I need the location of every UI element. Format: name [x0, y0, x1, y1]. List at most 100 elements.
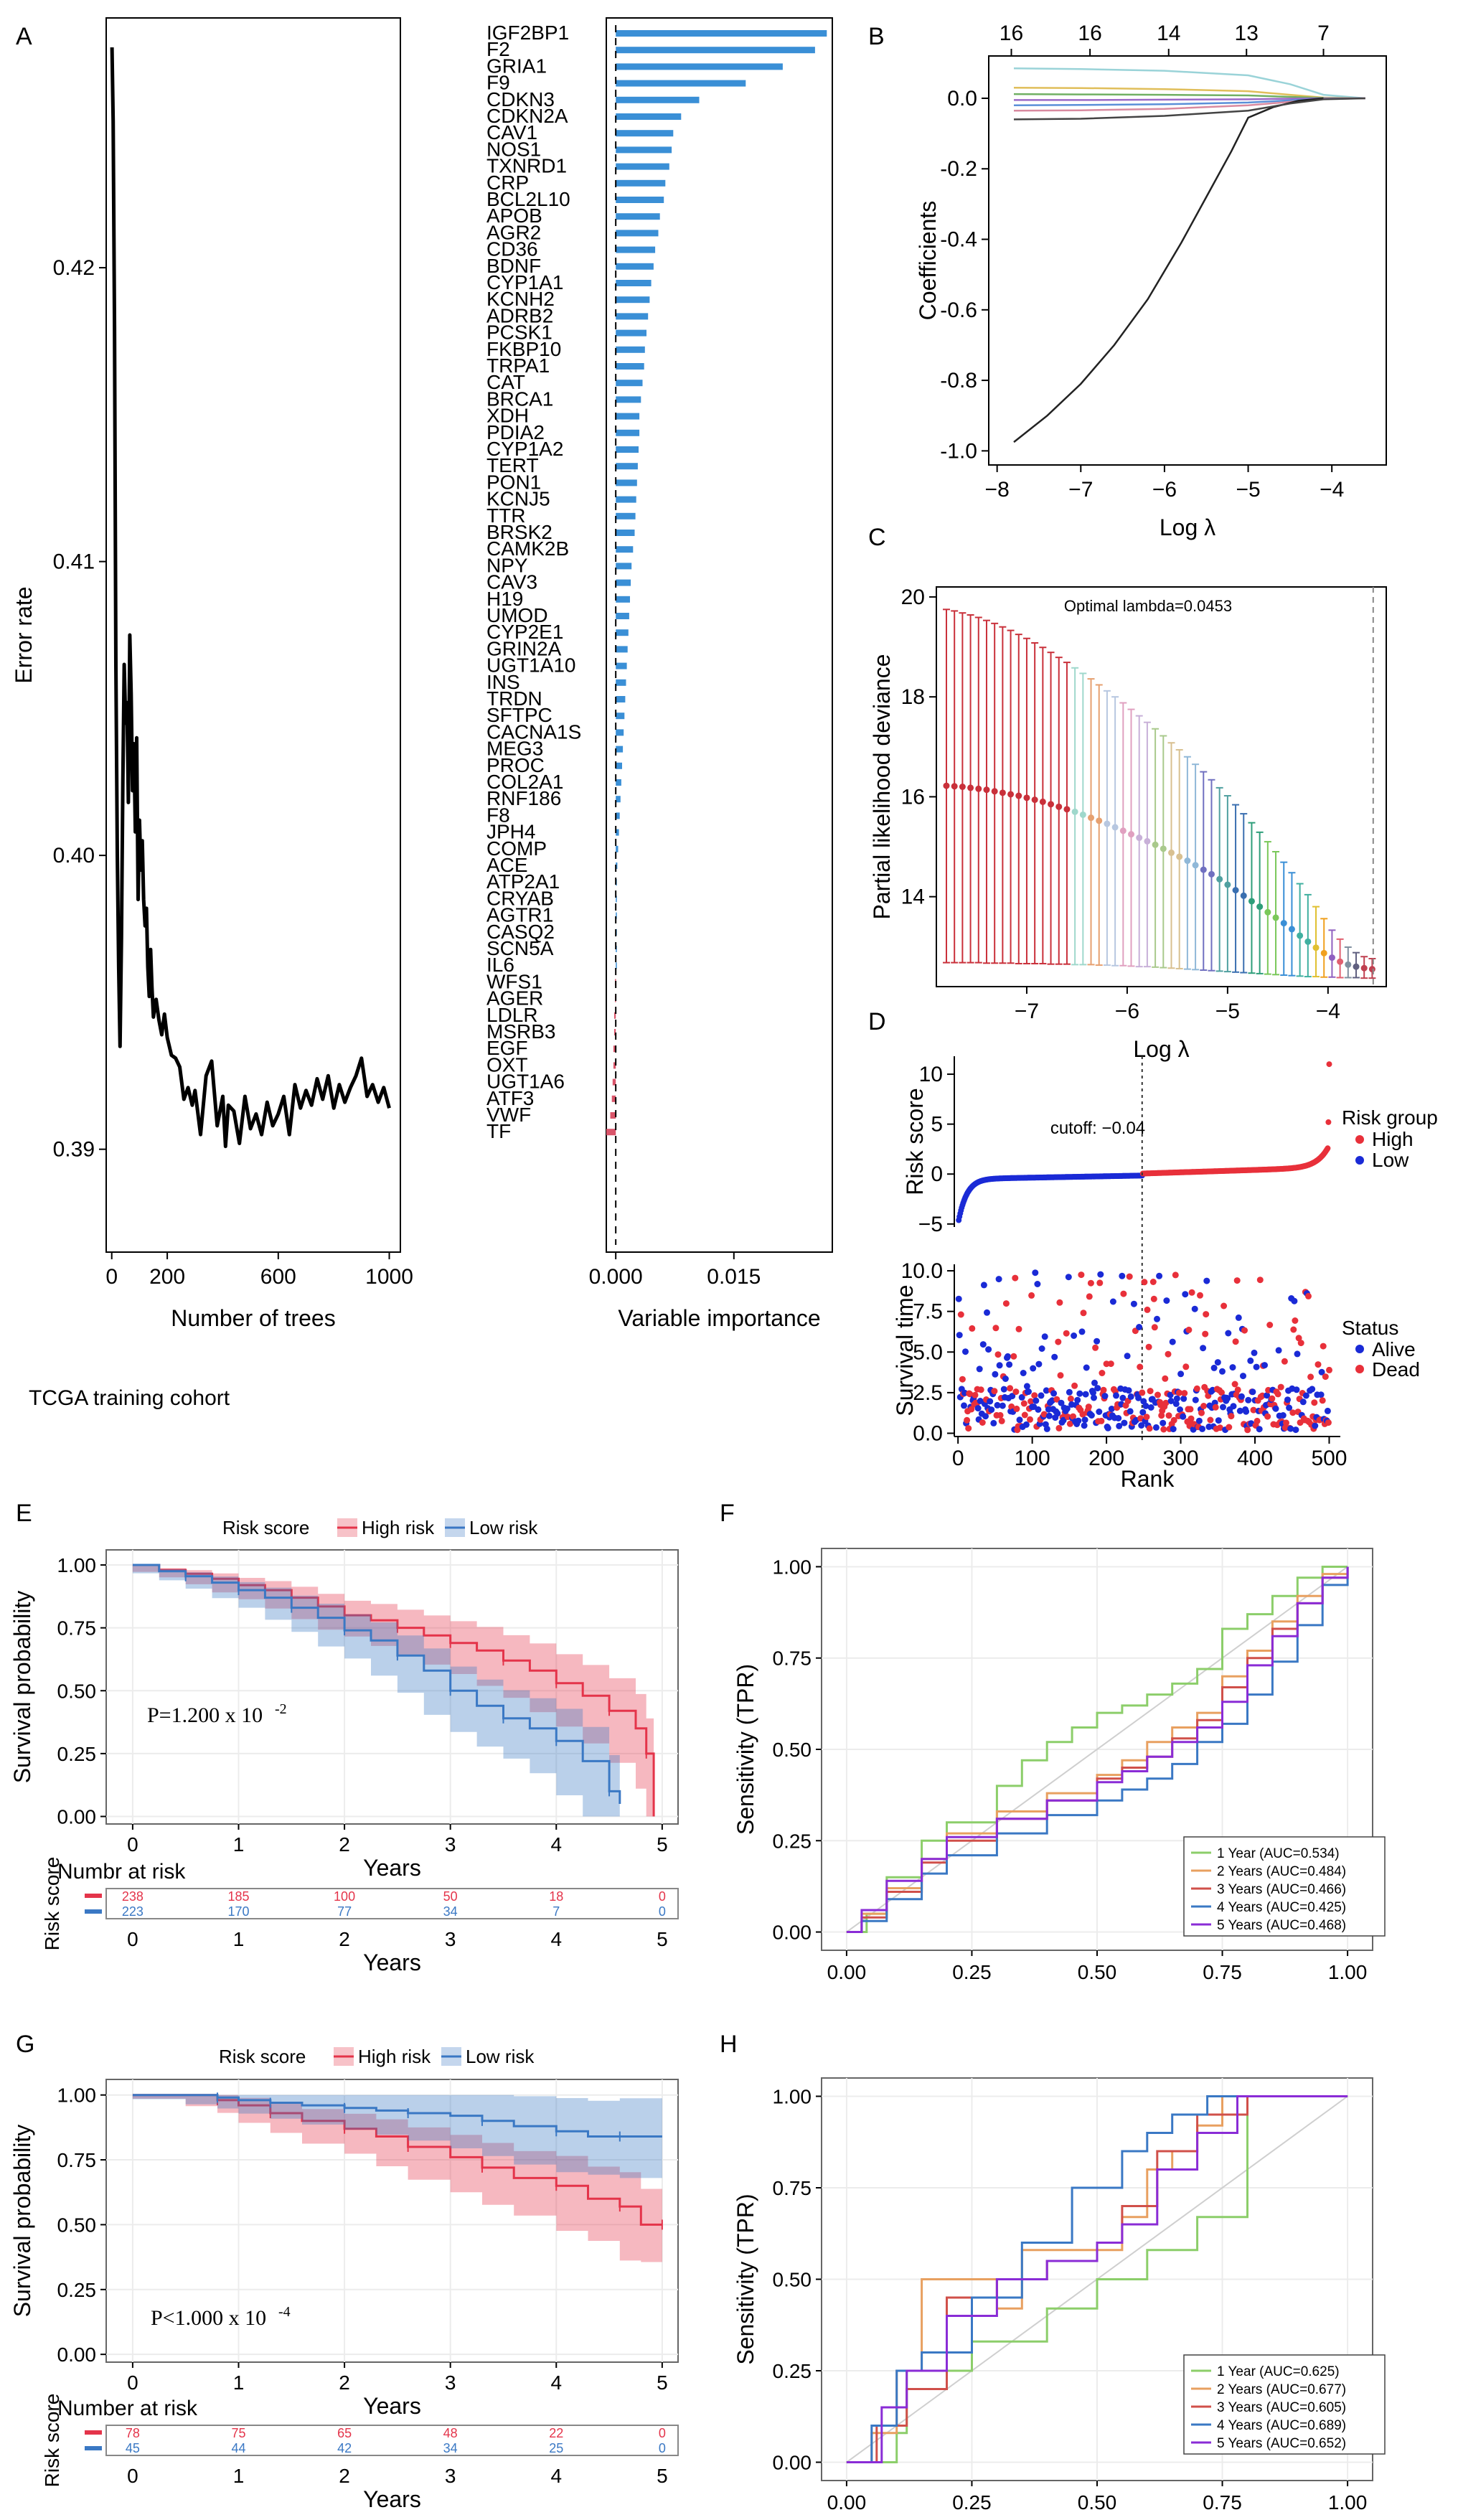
x-tick-label: 0.25	[952, 1961, 992, 1983]
survival-point	[1192, 1396, 1199, 1404]
x-tick-label: −6	[1115, 1000, 1139, 1023]
survival-point	[1043, 1425, 1050, 1432]
survival-point	[1147, 1388, 1154, 1395]
survival-point	[1139, 1409, 1147, 1416]
gene-label: CAT	[486, 371, 525, 393]
y-axis-title: Partial likelihood deviance	[869, 654, 895, 920]
survival-point	[1016, 1416, 1023, 1424]
survival-point	[1243, 1408, 1250, 1415]
risk-count-low: 25	[549, 2441, 563, 2455]
legend-label-low: Low risk	[466, 2046, 535, 2067]
survival-point	[1038, 1345, 1045, 1352]
survival-point	[1274, 1391, 1281, 1398]
legend-label: 3 Years (AUC=0.466)	[1217, 1882, 1346, 1897]
importance-bar	[616, 30, 827, 37]
survival-point	[1091, 1379, 1098, 1386]
y-tick-label: 1.00	[57, 1554, 97, 1576]
importance-bar	[616, 696, 626, 702]
survival-point	[1251, 1349, 1258, 1356]
gene-label: NPY	[486, 554, 528, 576]
survival-point	[1007, 1385, 1014, 1392]
y-tick-label: -0.2	[940, 157, 977, 181]
y-tick-label: 0.41	[53, 550, 95, 574]
legend-box-low	[441, 2047, 461, 2066]
survival-point	[982, 1413, 989, 1420]
survival-point	[1281, 1358, 1288, 1365]
importance-bar	[616, 96, 700, 103]
importance-bar	[616, 679, 626, 686]
importance-bar	[616, 179, 666, 187]
legend-swatch-alive	[1355, 1345, 1364, 1353]
importance-bar	[610, 1112, 616, 1119]
survival-point	[1146, 1425, 1153, 1432]
y-tick-label: 7.5	[913, 1300, 943, 1324]
survival-point	[1065, 1274, 1072, 1281]
survival-point	[1287, 1425, 1294, 1432]
risk-table-x-tick: 3	[445, 1928, 456, 1950]
gene-label: MSRB3	[486, 1020, 555, 1043]
gene-label: SCN5A	[486, 937, 554, 959]
confidence-band	[132, 1565, 620, 1817]
survival-point	[1008, 1403, 1015, 1410]
risk-table-title: Numbr at risk	[57, 1860, 186, 1884]
survival-point	[976, 1365, 983, 1373]
survival-point	[1181, 1390, 1188, 1397]
survival-point	[1216, 1424, 1223, 1431]
optimal-lambda-annotation: Optimal lambda=0.0453	[1064, 597, 1232, 615]
survival-point	[1141, 1279, 1148, 1286]
mean-point	[1345, 961, 1352, 968]
top-tick-label: 16	[1078, 22, 1101, 45]
survival-point	[1218, 1389, 1225, 1396]
survival-point	[1090, 1389, 1096, 1396]
survival-point	[1107, 1360, 1114, 1368]
importance-bar	[616, 429, 640, 436]
importance-bar	[616, 629, 629, 636]
gene-label: ATP2A1	[486, 870, 560, 893]
gene-label: COMP	[486, 837, 547, 860]
panel-f: F 0.00 0.25 0.50 0.75 1.00 0.00 0.25 0.50 0.75 1.…	[720, 1500, 1386, 1983]
mean-point	[1304, 938, 1312, 945]
survival-point	[1076, 1390, 1083, 1397]
importance-bar	[616, 579, 631, 586]
gene-label: WFS1	[486, 970, 542, 992]
survival-point	[992, 1371, 999, 1378]
gene-label: ATF3	[486, 1087, 534, 1109]
survival-point	[1214, 1359, 1221, 1366]
risk-table-x-title: Years	[363, 1950, 421, 1975]
survival-point	[979, 1341, 987, 1348]
y-tick-label: 0.75	[57, 2149, 97, 2171]
panel-d: D −5 0 5 10 cutoff: −0.04 Risk score Risk grou…	[868, 1008, 1438, 1492]
error-rate-line	[110, 47, 391, 1149]
survival-point	[1207, 1416, 1214, 1424]
gene-label: GRIA1	[486, 55, 547, 77]
survival-point	[1199, 1425, 1206, 1432]
legend-box	[1183, 1836, 1386, 1937]
survival-point	[1063, 1330, 1070, 1337]
survival-point	[1130, 1300, 1137, 1307]
survival-point	[1022, 1421, 1030, 1428]
risk-table-title: Number at risk	[57, 2397, 198, 2420]
confidence-band	[132, 2094, 662, 2178]
y-tick-label: 14	[901, 885, 925, 909]
risk-table-x-tick: 1	[233, 1928, 245, 1950]
importance-bar	[616, 346, 645, 353]
risk-count-high: 0	[659, 2426, 666, 2440]
survival-point	[1256, 1277, 1264, 1284]
survival-point	[1108, 1406, 1115, 1412]
survival-point	[1200, 1345, 1207, 1352]
survival-point	[1238, 1393, 1245, 1400]
x-tick-label: −5	[1236, 478, 1260, 502]
survival-point	[1305, 1292, 1312, 1299]
gene-label: PCSK1	[486, 321, 552, 344]
survival-point	[1302, 1392, 1309, 1399]
y-tick-label: 0	[931, 1162, 943, 1186]
mean-point	[975, 785, 982, 792]
legend-label-alive: Alive	[1372, 1338, 1416, 1360]
gene-label: UMOD	[486, 604, 548, 626]
survival-point	[1100, 1386, 1107, 1393]
survival-point	[1043, 1387, 1050, 1394]
survival-point	[1245, 1396, 1252, 1404]
gene-label: COL2A1	[486, 771, 563, 793]
x-tick-label: −6	[1152, 478, 1177, 502]
survival-point	[1097, 1271, 1104, 1278]
